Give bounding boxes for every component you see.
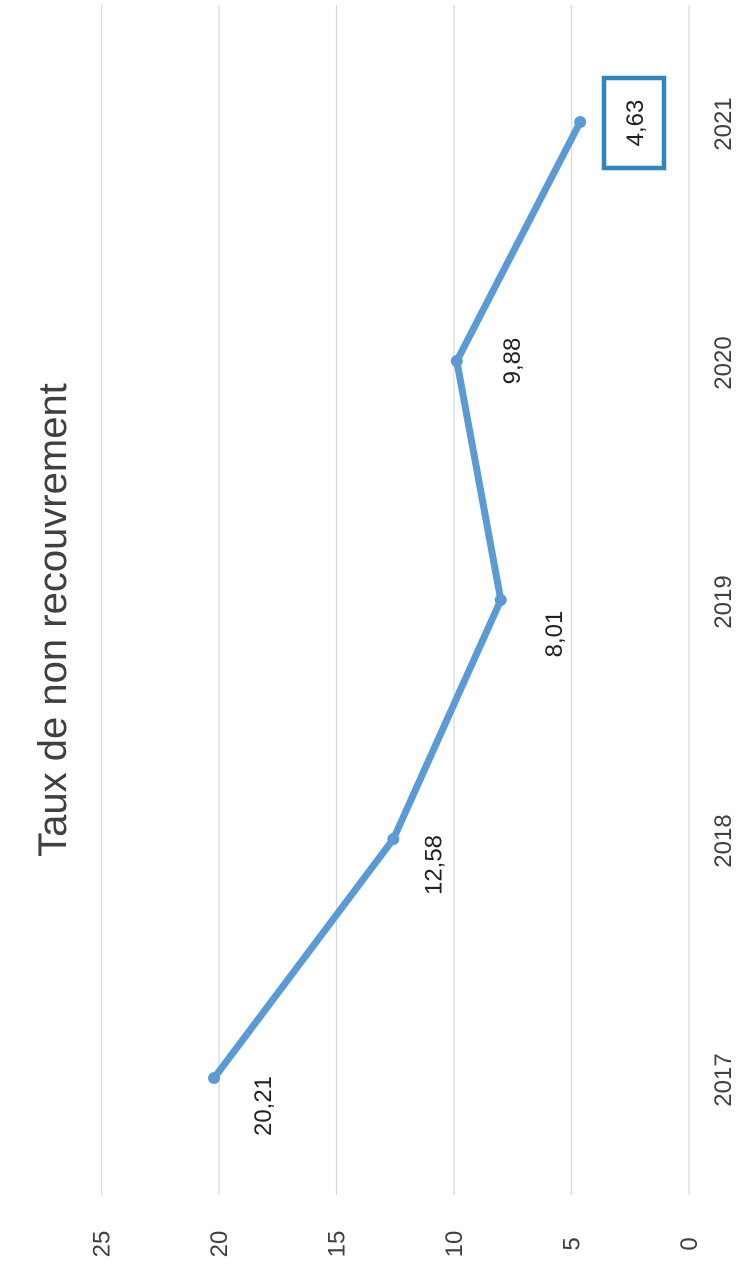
highlight-box — [601, 75, 667, 171]
series-layer — [208, 116, 587, 1084]
data-point — [574, 116, 587, 128]
data-label: 4,63 — [622, 100, 649, 147]
x-tick-label: 2017 — [710, 1053, 737, 1106]
y-tick-label: 5 — [559, 1237, 586, 1250]
data-label: 12,58 — [420, 835, 447, 895]
data-label: 20,21 — [250, 1076, 277, 1136]
gridlines — [100, 5, 690, 1195]
data-label: 8,01 — [541, 611, 568, 658]
data-point — [494, 594, 507, 606]
x-tick-label: 2018 — [710, 814, 737, 867]
data-label: 9,88 — [499, 338, 526, 385]
y-tick-label: 20 — [206, 1231, 233, 1258]
x-tick-label: 2019 — [710, 575, 737, 628]
y-axis-ticks: 0 5 10 15 20 25 — [89, 1231, 704, 1258]
data-labels: 20,21 12,58 8,01 9,88 4,63 — [250, 75, 667, 1136]
data-point — [387, 833, 400, 845]
y-tick-label: 10 — [441, 1231, 468, 1258]
data-point — [450, 355, 463, 367]
y-tick-label: 15 — [324, 1231, 351, 1258]
y-tick-label: 0 — [676, 1237, 703, 1250]
x-tick-label: 2020 — [710, 336, 737, 389]
y-tick-label: 25 — [89, 1231, 116, 1258]
chart-title: Taux de non recouvrement — [31, 383, 75, 857]
data-point — [208, 1072, 221, 1084]
series-line — [210, 118, 584, 1082]
x-tick-label: 2021 — [710, 97, 737, 150]
x-axis-ticks: 2017 2018 2019 2020 2021 — [710, 97, 737, 1106]
